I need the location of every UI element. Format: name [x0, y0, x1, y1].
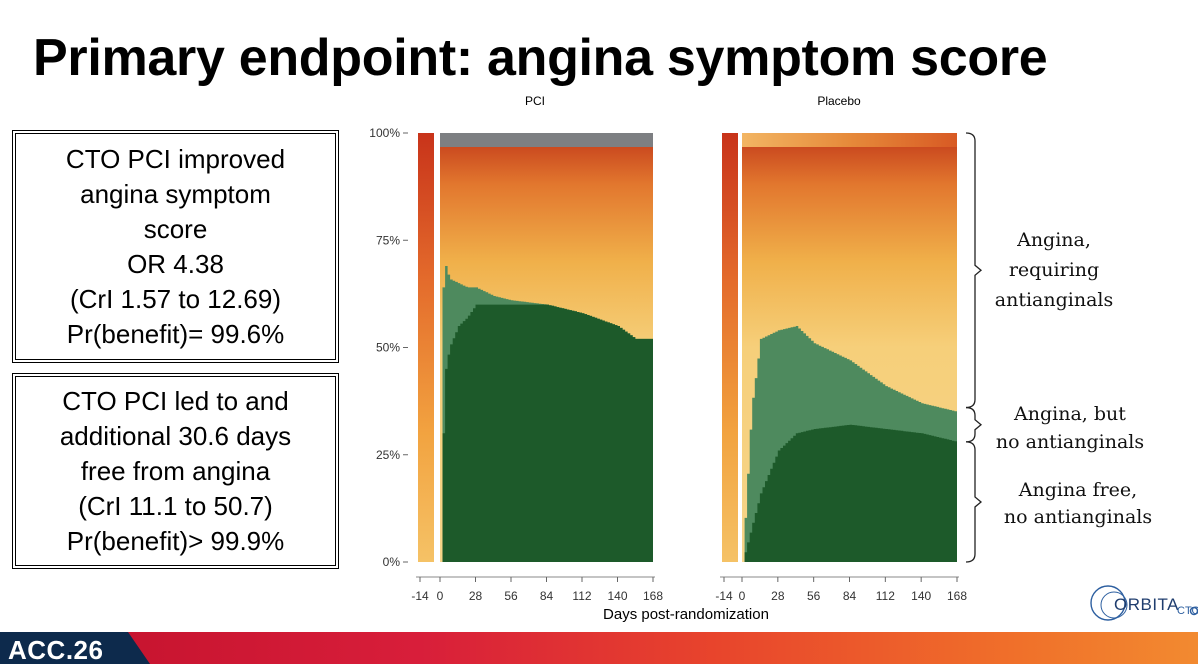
- y-tick-label: 50%: [376, 341, 400, 355]
- x-tick-label: 28: [771, 589, 785, 603]
- panel-title-placebo: Placebo: [817, 94, 861, 108]
- x-tick-label: 112: [876, 589, 895, 603]
- box2-line: Pr(benefit)> 99.9%: [66, 525, 285, 556]
- box2-line: free from angina: [80, 455, 271, 486]
- x-tick-label: 168: [947, 589, 967, 603]
- x-tick-label: 168: [643, 589, 663, 603]
- x-axis-label: Days post-randomization: [603, 606, 769, 623]
- annotation-bracket: [965, 132, 983, 409]
- x-tick-label: 84: [843, 589, 857, 603]
- y-tick-label: 0%: [383, 555, 401, 569]
- series-area-angina-free-placebo: [742, 424, 957, 562]
- annotation-label: Angina free,: [1018, 479, 1137, 501]
- angina-free-days-box: CTO PCI led to and additional 30.6 days …: [12, 373, 339, 569]
- y-tick-label: 25%: [376, 448, 400, 462]
- x-tick-label: 140: [607, 589, 627, 603]
- x-tick-label: 140: [911, 589, 931, 603]
- annotation-label: requiring: [1009, 259, 1099, 281]
- x-tick-label: 56: [807, 589, 821, 603]
- annotation-label: no antianginals: [996, 431, 1144, 453]
- x-tick-label: 0: [739, 589, 746, 603]
- annotation-label: antianginals: [995, 289, 1113, 311]
- y-tick-label: 100%: [369, 126, 400, 140]
- orbita-cto-logo: ORBITA CTO: [1086, 583, 1198, 623]
- series-area-angina-free-pci: [440, 304, 653, 562]
- x-tick-label: 112: [572, 589, 591, 603]
- annotation-bracket: [965, 406, 983, 443]
- box1-line: angina symptom: [80, 178, 271, 209]
- box1-line: score: [143, 213, 208, 244]
- top-stripe-pci: [440, 133, 653, 147]
- box2-line: CTO PCI led to and: [62, 385, 289, 416]
- footer-bar: ACC.26: [0, 632, 1198, 665]
- x-tick-label: 84: [540, 589, 554, 603]
- top-stripe-placebo: [742, 133, 957, 147]
- box1-line: Pr(benefit)= 99.6%: [66, 318, 285, 349]
- logo-subtext: CTO: [1177, 605, 1198, 617]
- x-tick-label: 28: [469, 589, 483, 603]
- slide-title: Primary endpoint: angina symptom score: [33, 29, 1048, 87]
- x-tick-label: 0: [437, 589, 444, 603]
- annotation-bracket: [965, 441, 983, 563]
- x-tick-label: -14: [411, 589, 429, 603]
- annotation-label: Angina, but: [1013, 403, 1126, 425]
- x-tick-label: -14: [715, 589, 733, 603]
- footer-brand: ACC.26: [8, 635, 104, 665]
- y-tick-label: 75%: [376, 233, 400, 247]
- angina-score-chart: 0% 25% 50% 75% 100% PCI -14 0 28 56 84 112 140 168 Pla…: [369, 94, 1152, 623]
- baseline-band-placebo: [722, 133, 738, 562]
- box2-line: (CrI 11.1 to 50.7): [78, 490, 273, 521]
- box2-line: additional 30.6 days: [59, 420, 292, 451]
- footer-tab: [0, 632, 150, 664]
- panel-title-pci: PCI: [525, 94, 545, 108]
- logo-text: ORBITA: [1114, 595, 1179, 614]
- annotation-label: no antianginals: [1004, 506, 1152, 528]
- pci-improvement-box: CTO PCI improved angina symptom score OR…: [12, 130, 339, 363]
- box1-line: OR 4.38: [127, 248, 224, 279]
- annotation-label: Angina,: [1016, 229, 1091, 251]
- baseline-band-pci: [418, 133, 434, 562]
- x-tick-label: 56: [504, 589, 518, 603]
- box1-line: CTO PCI improved: [65, 143, 286, 174]
- box1-line: (CrI 1.57 to 12.69): [70, 283, 281, 314]
